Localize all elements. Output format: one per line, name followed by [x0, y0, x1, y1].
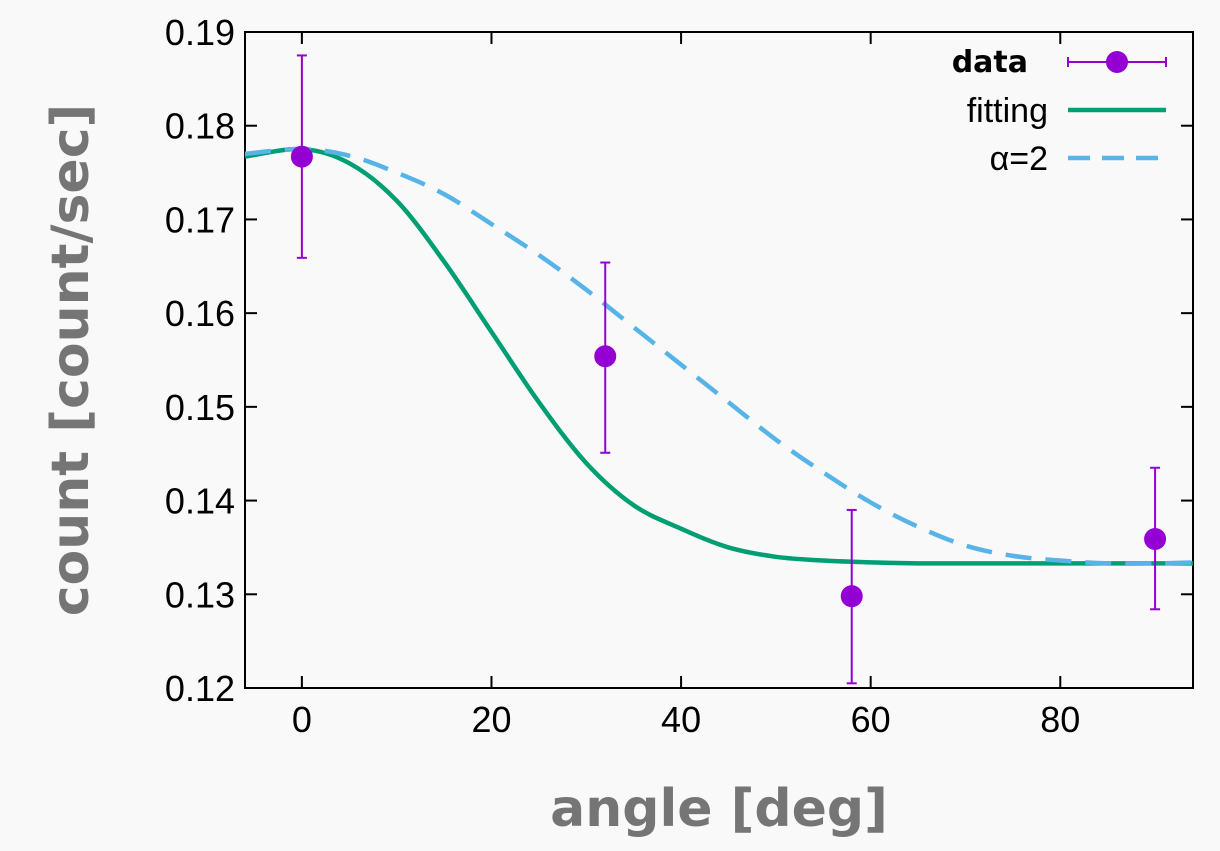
plot-frame	[244, 31, 1194, 689]
point-marker	[1144, 527, 1167, 550]
y-axis-title: count [count/sec]	[41, 104, 101, 617]
y-tick-label: 0.15	[165, 387, 235, 428]
y-tick-label: 0.18	[165, 106, 235, 147]
data-point	[290, 54, 313, 259]
series-line-2	[244, 146, 1194, 566]
legend-label-fitting: fitting	[967, 92, 1048, 130]
x-tick-label: 0	[292, 699, 312, 740]
legend: data fitting α=2	[952, 45, 1167, 178]
x-tick-label: 60	[851, 699, 891, 740]
series-line-1	[244, 146, 1193, 566]
y-tick-label: 0.14	[165, 481, 235, 522]
series-lines	[244, 146, 1194, 566]
point-marker	[594, 345, 617, 368]
x-tick-label: 80	[1040, 699, 1080, 740]
data-point	[594, 261, 617, 454]
legend-label-data: data	[952, 45, 1028, 80]
data-points	[290, 54, 1167, 685]
x-axis-title: angle [deg]	[550, 779, 888, 839]
point-marker	[290, 145, 313, 168]
y-tick-label: 0.19	[165, 12, 235, 53]
point-marker	[840, 585, 863, 608]
legend-label-alpha2: α=2	[990, 140, 1048, 178]
y-tick-label: 0.17	[165, 199, 235, 240]
legend-marker	[1106, 51, 1128, 73]
y-tick-label: 0.12	[165, 668, 235, 709]
axis-ticks	[245, 31, 1193, 689]
legend-swatch-data	[1067, 51, 1167, 73]
axis-tick-labels: 0 20 40 60 80 0.12 0.13 0.14 0.15 0.16 0.17 0.18 0.1…	[165, 12, 1080, 740]
y-tick-label: 0.16	[165, 293, 235, 334]
x-tick-label: 40	[661, 699, 701, 740]
y-tick-label: 0.13	[165, 574, 235, 615]
x-tick-label: 20	[471, 699, 511, 740]
data-point	[840, 508, 863, 685]
data-point	[1144, 466, 1167, 611]
